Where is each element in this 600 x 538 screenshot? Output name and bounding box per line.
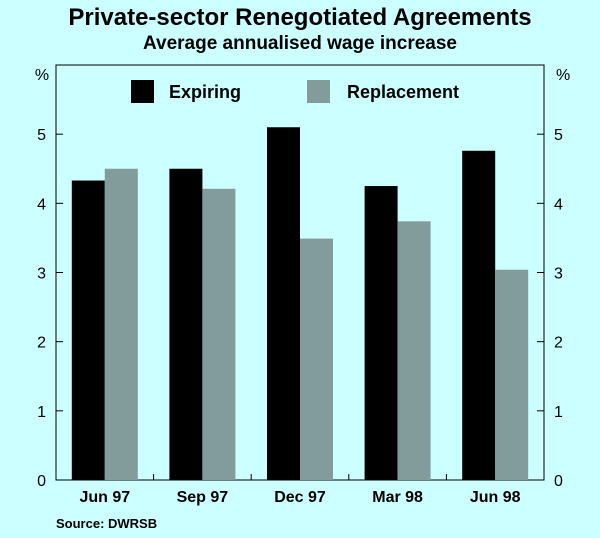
x-tick-label: Sep 97 — [177, 489, 229, 506]
y-tick-label-right: 4 — [554, 196, 563, 213]
legend-label-expiring: Expiring — [169, 82, 241, 102]
legend-label-replacement: Replacement — [347, 82, 459, 102]
bar-replacement-jun-98 — [495, 269, 529, 480]
chart-subtitle: Average annualised wage increase — [142, 33, 457, 54]
y-tick-label-right: 0 — [554, 473, 563, 490]
legend-swatch-expiring — [131, 80, 154, 103]
bar-expiring-mar-98 — [364, 186, 398, 480]
legend-swatch-replacement — [307, 80, 330, 103]
x-tick-label: Mar 98 — [372, 489, 423, 506]
bar-expiring-jun-97 — [71, 180, 105, 480]
x-tick-label: Jun 97 — [79, 489, 130, 506]
source-note: Source: DWRSB — [56, 516, 158, 531]
chart-title: Private-sector Renegotiated Agreements — [68, 4, 532, 31]
x-tick-label: Dec 97 — [274, 489, 326, 506]
y-tick-label-right: 5 — [554, 127, 563, 144]
y-tick-label-left: 3 — [37, 266, 46, 283]
bar-replacement-sep-97 — [202, 188, 236, 480]
x-tick-label: Jun 98 — [470, 489, 521, 506]
y-axis-unit-right: % — [556, 67, 570, 84]
y-tick-label-left: 4 — [37, 196, 46, 213]
bar-replacement-jun-97 — [104, 168, 138, 480]
y-tick-label-right: 1 — [554, 404, 563, 421]
bar-replacement-dec-97 — [300, 238, 333, 480]
y-tick-label-right: 2 — [554, 335, 563, 352]
y-axis-unit-left: % — [35, 67, 49, 84]
y-tick-label-left: 2 — [37, 335, 46, 352]
y-tick-label-left: 0 — [37, 473, 46, 490]
bar-expiring-jun-98 — [462, 150, 496, 480]
y-tick-label-left: 5 — [37, 127, 46, 144]
bar-replacement-mar-98 — [397, 221, 431, 481]
y-tick-label-right: 3 — [554, 266, 563, 283]
y-tick-label-left: 1 — [37, 404, 46, 421]
bar-expiring-sep-97 — [169, 168, 203, 480]
bar-expiring-dec-97 — [267, 127, 300, 480]
